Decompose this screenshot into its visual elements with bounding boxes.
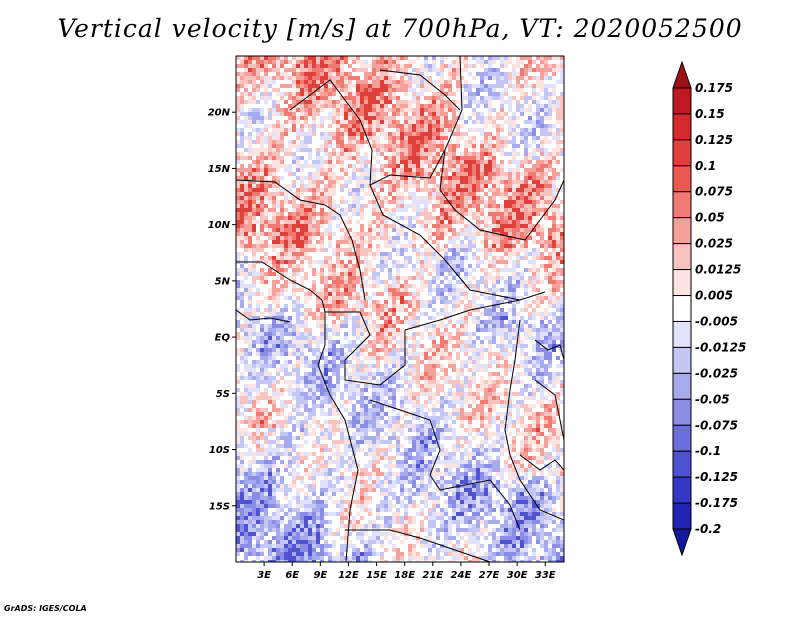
colorbar-bin <box>672 398 692 426</box>
colorbar-level-label: -0.0125 <box>695 340 746 354</box>
lat-tick-label: 5S <box>216 389 230 400</box>
lat-tick-label: EQ <box>215 333 231 344</box>
colorbar-level-label: -0.025 <box>695 366 738 380</box>
colorbar-bin <box>672 191 692 219</box>
lat-tick-label: 10S <box>209 445 230 456</box>
velocity-field <box>236 56 564 562</box>
colorbar-bin <box>672 528 692 557</box>
country-borders <box>236 56 564 562</box>
grads-credit: GrADS: IGES/COLA <box>4 604 87 613</box>
colorbar-bin <box>672 476 692 504</box>
colorbar-level-label: -0.005 <box>695 314 738 328</box>
lon-tick-label: 3E <box>257 570 271 581</box>
colorbar-bin <box>672 450 692 478</box>
lon-tick-label: 33E <box>535 570 556 581</box>
colorbar-level-label: 0.125 <box>695 133 733 147</box>
colorbar-bin <box>672 87 692 115</box>
colorbar-bin <box>672 139 692 167</box>
colorbar-level-label: 0.005 <box>695 289 733 303</box>
colorbar-bin <box>672 60 692 89</box>
colorbar-level-label: -0.125 <box>695 470 738 484</box>
chart-title: Vertical velocity [m/s] at 700hPa, VT: 2… <box>57 14 743 43</box>
colorbar-bin <box>672 243 692 271</box>
colorbar-bin <box>672 502 692 530</box>
map-axes: 20N 15N 10N 5N EQ 5S 10S 15S 3E 6E 9E 12E 15E 18E 21E 2… <box>208 108 556 581</box>
colorbar-level-label: -0.075 <box>695 418 738 432</box>
lon-tick-label: 15E <box>366 570 387 581</box>
colorbar-level-label: 0.1 <box>695 159 716 173</box>
lat-tick-label: 5N <box>215 276 231 287</box>
colorbar-bin <box>672 217 692 245</box>
colorbar-level-label: -0.175 <box>695 496 738 510</box>
lon-tick-label: 18E <box>394 570 415 581</box>
colorbar-level-label: 0.15 <box>695 107 725 121</box>
colorbar-level-label: 0.175 <box>695 81 733 95</box>
colorbar: 0.175 0.15 0.125 0.1 0.075 0.05 0.025 0.0125 0.0… <box>672 60 746 557</box>
lon-tick-label: 9E <box>313 570 327 581</box>
lon-tick-label: 21E <box>422 570 443 581</box>
lat-tick-label: 10N <box>208 220 231 231</box>
lat-tick-label: 20N <box>208 108 231 119</box>
lon-tick-label: 6E <box>285 570 299 581</box>
colorbar-bin <box>672 269 692 297</box>
colorbar-bin <box>672 113 692 141</box>
colorbar-level-label: -0.1 <box>695 444 721 458</box>
colorbar-level-label: 0.05 <box>695 211 725 225</box>
colorbar-level-label: -0.2 <box>695 522 721 536</box>
colorbar-level-label: 0.025 <box>695 237 733 251</box>
colorbar-bin <box>672 295 692 322</box>
colorbar-level-label: 0.075 <box>695 185 733 199</box>
lon-tick-label: 12E <box>338 570 359 581</box>
colorbar-bin <box>672 320 692 348</box>
colorbar-bin <box>672 346 692 374</box>
lon-tick-label: 24E <box>451 570 472 581</box>
colorbar-bin <box>672 165 692 193</box>
lon-tick-label: 30E <box>507 570 528 581</box>
lon-tick-label: 27E <box>479 570 500 581</box>
lat-tick-label: 15S <box>209 501 230 512</box>
colorbar-level-label: 0.0125 <box>695 263 741 277</box>
map-frame <box>235 55 565 563</box>
colorbar-bin <box>672 424 692 452</box>
lat-tick-label: 15N <box>208 164 231 175</box>
colorbar-level-label: -0.05 <box>695 392 730 406</box>
colorbar-bin <box>672 372 692 400</box>
